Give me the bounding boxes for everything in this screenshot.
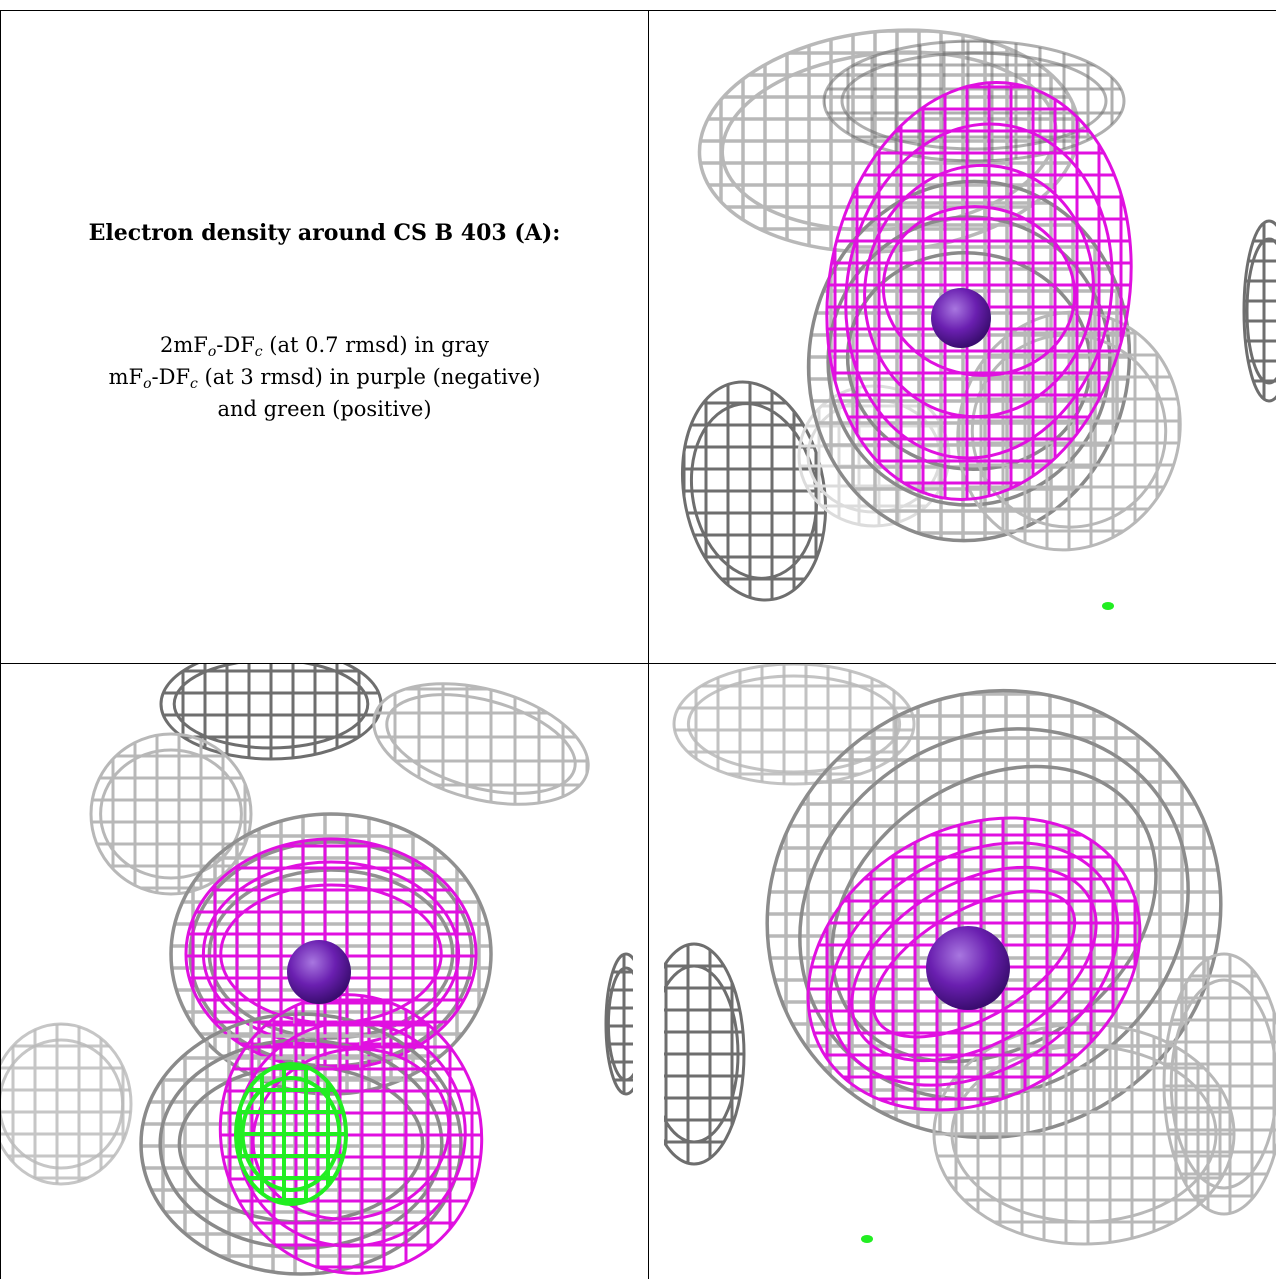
cesium-atom-icon: [287, 940, 351, 1004]
cesium-atom-icon: [931, 288, 991, 348]
gray-mesh-right-edge: [604, 952, 633, 1096]
map-legend: 2mFo-DFc (at 0.7 rmsd) in gray mFo-DFc (…: [1, 329, 648, 425]
positive-density-blip: [1102, 602, 1114, 610]
view-top-right: [649, 11, 1276, 663]
gray-mesh-left-lower: [1, 1022, 133, 1186]
positive-density-blip: [861, 1235, 873, 1243]
legend-line-gray: 2mFo-DFc (at 0.7 rmsd) in gray: [159, 333, 490, 360]
gray-mesh-edge: [1242, 219, 1276, 403]
gray-mesh-top-right: [360, 664, 602, 825]
legend-line-purple: mFo-DFc (at 3 rmsd) in purple (negative): [108, 365, 541, 392]
view-bottom-left: [1, 664, 633, 1279]
center-divider: [648, 10, 649, 1279]
left-border: [0, 10, 1, 1279]
legend-line-green: and green (positive): [217, 397, 432, 421]
middle-divider: [0, 663, 1276, 664]
top-border: [0, 10, 1276, 11]
density-mesh-bottom-right: [664, 664, 1276, 1246]
caption-cell: Electron density around CS B 403 (A): 2m…: [1, 11, 648, 663]
figure-title: Electron density around CS B 403 (A):: [88, 220, 561, 246]
gray-mesh-left-upper: [89, 732, 253, 896]
density-mesh-bottom-left: [1, 664, 633, 1279]
cesium-atom-icon: [926, 926, 1010, 1010]
view-bottom-right: [664, 664, 1276, 1279]
gray-mesh-left-edge: [664, 942, 746, 1166]
gray-mesh-right-edge: [1162, 952, 1276, 1216]
density-mesh-top-right: [665, 14, 1276, 612]
